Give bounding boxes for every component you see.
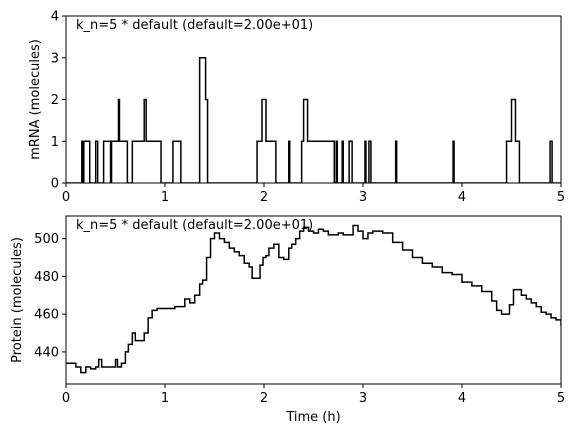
mrna-x-tick-label: 0 <box>62 190 70 205</box>
protein-x-tick-label: 2 <box>260 391 268 406</box>
mrna-x-tick-label: 3 <box>359 190 367 205</box>
protein-annotation: k_n=5 * default (default=2.00e+01) <box>76 218 313 233</box>
mrna-y-tick-label: 1 <box>51 135 59 150</box>
mrna-y-tick-label: 4 <box>51 10 59 25</box>
protein-y-tick-label: 500 <box>34 232 59 247</box>
mrna-series-line <box>66 57 561 183</box>
protein-y-axis-label: Protein (molecules) <box>10 237 25 363</box>
protein-x-tick-label: 3 <box>359 391 367 406</box>
mrna-y-tick-label: 3 <box>51 51 59 66</box>
protein-panel: 0 1 2 3 4 5 440 460 480 500 k_n=5 * default (defa… <box>10 215 565 425</box>
protein-x-axis-label: Time (h) <box>285 410 340 425</box>
protein-x-tick-label: 0 <box>62 391 70 406</box>
mrna-panel: 0 1 2 3 4 5 0 1 2 3 4 k_n=5 * default (default=2.0… <box>28 10 565 206</box>
protein-axes-frame <box>65 215 562 385</box>
protein-x-tick-label: 4 <box>458 391 466 406</box>
mrna-y-axis-label: mRNA (molecules) <box>28 39 43 160</box>
mrna-axes-frame <box>65 15 562 184</box>
protein-y-tick-label: 460 <box>34 308 59 323</box>
protein-x-tick-label: 5 <box>557 391 565 406</box>
protein-y-tick-label: 440 <box>34 345 59 360</box>
protein-series-line <box>66 224 561 374</box>
mrna-x-tick-label: 1 <box>161 190 169 205</box>
mrna-x-tick-label: 5 <box>557 190 565 205</box>
mrna-annotation: k_n=5 * default (default=2.00e+01) <box>76 18 313 33</box>
mrna-y-tick-label: 2 <box>51 93 59 108</box>
mrna-x-tick-label: 2 <box>260 190 268 205</box>
mrna-x-tick-label: 4 <box>458 190 466 205</box>
protein-y-tick-label: 480 <box>34 270 59 285</box>
mrna-y-tick-label: 0 <box>51 177 59 192</box>
protein-x-tick-label: 1 <box>161 391 169 406</box>
